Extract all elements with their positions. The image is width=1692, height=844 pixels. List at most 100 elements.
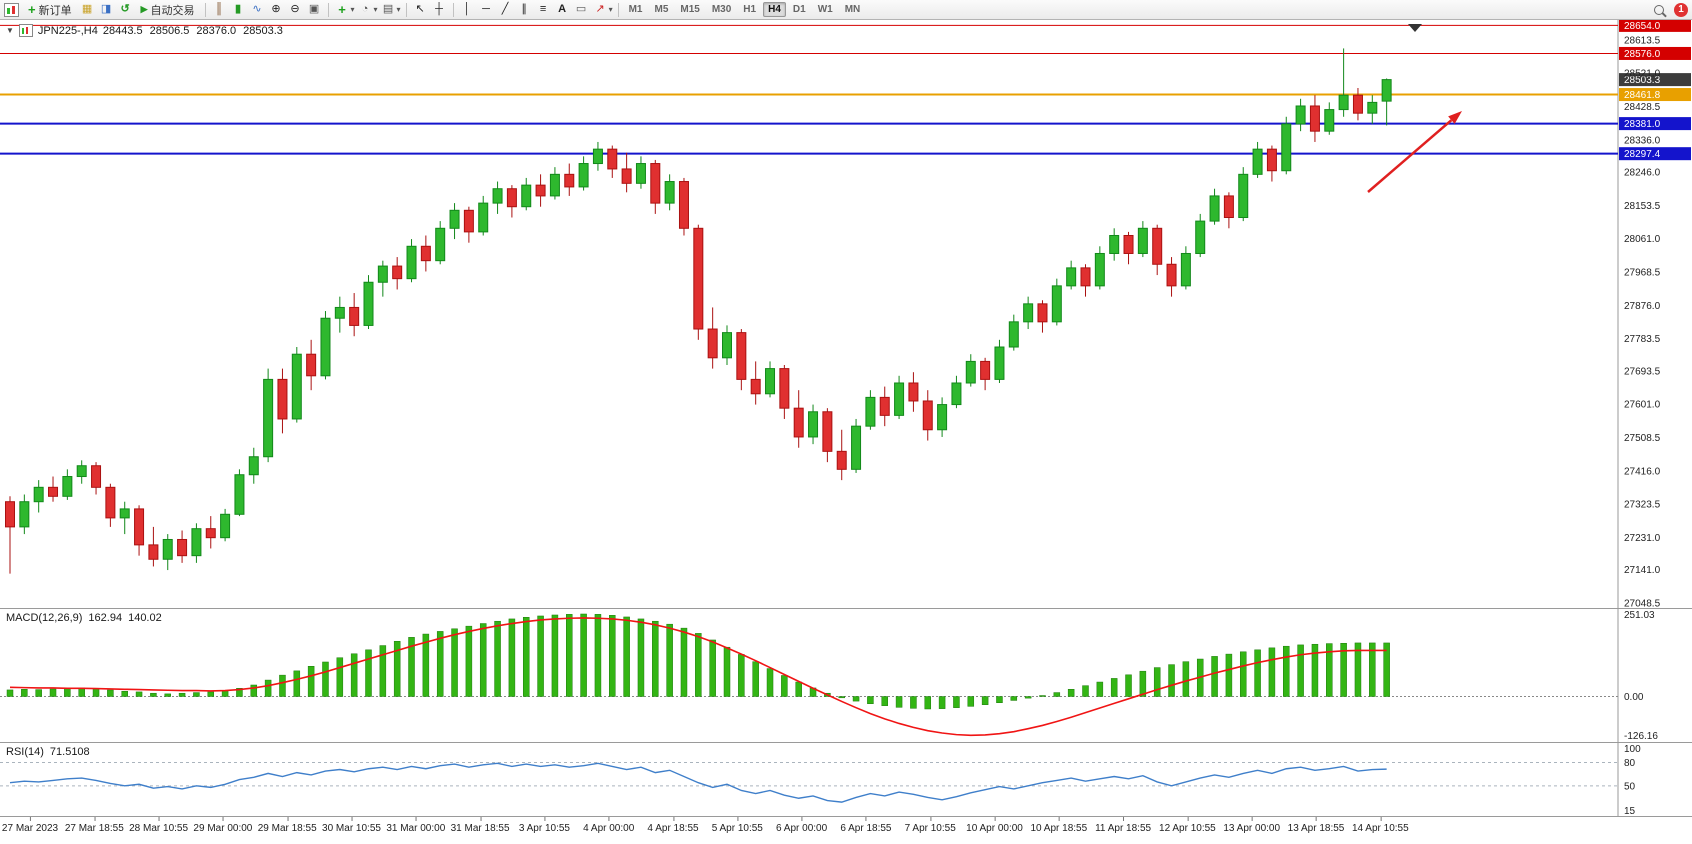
candle-down: [506, 188, 517, 208]
candlestick-chart-icon[interactable]: ▮: [234, 3, 242, 15]
macd-histogram-bar: [981, 696, 989, 705]
macd-histogram-bar: [1125, 674, 1132, 697]
timeframe-h1-button[interactable]: H1: [738, 2, 761, 17]
macd-histogram-bar: [1283, 645, 1290, 697]
candle-down: [48, 486, 59, 497]
macd-scale-label: 251.03: [1624, 610, 1655, 621]
tile-windows-icon[interactable]: ▣: [308, 3, 320, 15]
refresh-icon[interactable]: ↺: [120, 3, 130, 15]
crosshair-icon[interactable]: ┼: [435, 3, 443, 15]
toolbar: + 新订单 ▦ ◨ ↺ ▶ 自动交易 ║ ▮ ∿ ⊕ ⊖ ▣ + ▾ ◔ ▾ ▤…: [0, 0, 1692, 20]
macd-histogram-bar: [479, 623, 487, 697]
macd-histogram-bar: [1211, 656, 1218, 697]
trend-arrow-head[interactable]: [1448, 111, 1462, 124]
macd-histogram-bar: [1297, 644, 1304, 697]
candle-down: [908, 382, 919, 402]
time-tick-label: 31 Mar 18:55: [450, 817, 510, 834]
timeframe-h4-button[interactable]: H4: [763, 2, 786, 17]
cursor-icon[interactable]: ↖: [415, 3, 425, 15]
auto-trading-button[interactable]: ▶ 自动交易: [136, 1, 200, 18]
line-chart-icon[interactable]: ∿: [252, 3, 262, 15]
timeframe-m5-button[interactable]: M5: [649, 2, 673, 17]
new-order-button[interactable]: + 新订单: [23, 1, 77, 18]
macd-histogram-bar: [1110, 678, 1118, 697]
timeframe-m30-button[interactable]: M30: [707, 2, 736, 17]
trendline-tool-icon[interactable]: ╱: [501, 3, 509, 15]
macd-histogram-bar: [264, 679, 272, 697]
time-tick-label: 4 Apr 00:00: [583, 817, 635, 834]
search-icon[interactable]: [1654, 4, 1664, 15]
timeframe-m1-button[interactable]: M1: [624, 2, 648, 17]
time-tick-label: 7 Apr 10:55: [904, 817, 956, 834]
zoom-out-icon[interactable]: ⊖: [290, 3, 300, 15]
indicators-icon[interactable]: +: [338, 2, 346, 17]
text-label-tool-icon[interactable]: ▭: [575, 3, 587, 15]
macd-histogram-bar: [566, 614, 573, 697]
candle-down: [750, 378, 761, 395]
chevron-down-icon[interactable]: ▾: [608, 5, 613, 14]
rsi-scale-label: 100: [1624, 744, 1641, 755]
macd-histogram-bar: [1268, 647, 1276, 697]
rsi-panel[interactable]: RSI(14) 71.5108 100 80 50 15: [0, 742, 1692, 816]
main-chart-canvas[interactable]: 28654.0 28576.0 28503.3 28461.8 28381.0 28297…: [0, 20, 1692, 608]
price-badge: [1619, 147, 1691, 161]
chart-shift-marker[interactable]: [1408, 24, 1422, 32]
horizontal-line-tool-icon[interactable]: ─: [482, 3, 490, 15]
candle-up: [578, 163, 589, 188]
rsi-canvas[interactable]: 100 80 50 15: [0, 743, 1692, 816]
macd-panel[interactable]: MACD(12,26,9) 162.94 140.02 251.03 0.00 -1…: [0, 608, 1692, 742]
channel-tool-icon[interactable]: ∥: [521, 3, 527, 15]
macd-histogram-bar: [695, 633, 702, 697]
macd-histogram-bar: [795, 681, 802, 697]
macd-histogram-bar: [64, 688, 71, 697]
timeframe-m15-button[interactable]: M15: [675, 2, 704, 17]
toolbar-separator: [617, 2, 619, 17]
time-axis[interactable]: 27 Mar 2023 27 Mar 18:55 28 Mar 10:55 29 Ma…: [0, 816, 1692, 844]
macd-histogram-bar: [49, 688, 57, 697]
toolbar-separator: [327, 2, 329, 17]
macd-histogram-bar: [307, 666, 315, 697]
fibonacci-tool-icon[interactable]: ≡: [539, 3, 547, 15]
price-badge-text: 28503.3: [1624, 75, 1661, 86]
candle-up: [521, 184, 532, 208]
price-badge-text: 28381.0: [1624, 119, 1661, 130]
candle-down: [1080, 267, 1091, 287]
chevron-down-icon[interactable]: ▾: [350, 5, 355, 14]
zoom-in-icon[interactable]: ⊕: [271, 3, 281, 15]
candle-up: [1338, 94, 1349, 111]
ohlc-low: 28376.0: [196, 24, 237, 37]
macd-histogram-bar: [723, 646, 731, 697]
arrows-tool-icon[interactable]: ↗: [595, 3, 605, 15]
market-watch-icon[interactable]: ◨: [100, 3, 112, 15]
text-tool-icon[interactable]: A: [558, 3, 567, 15]
notification-badge[interactable]: 1: [1674, 2, 1688, 17]
candle-down: [564, 173, 575, 188]
timeframe-mn-button[interactable]: MN: [840, 2, 866, 17]
chevron-down-icon[interactable]: ▾: [396, 5, 401, 14]
templates-icon[interactable]: ▤: [382, 3, 394, 15]
chevron-down-icon[interactable]: ▾: [373, 5, 378, 14]
macd-canvas[interactable]: 251.03 0.00 -126.16: [0, 609, 1692, 742]
toolbar-separator: [452, 2, 454, 17]
macd-histogram-bar: [637, 618, 645, 697]
candle-up: [1281, 123, 1292, 172]
bar-chart-icon[interactable]: ║: [215, 3, 223, 15]
candle-up: [1008, 321, 1019, 348]
macd-histogram-bar: [1225, 653, 1233, 697]
candle-down: [91, 465, 102, 488]
macd-scale-label: 0.00: [1624, 692, 1644, 703]
periods-clock-icon[interactable]: ◔: [361, 3, 369, 15]
candle-down: [879, 396, 890, 416]
timeframe-d1-button[interactable]: D1: [788, 2, 811, 17]
macd-histogram-bar: [594, 614, 602, 697]
collapse-icon[interactable]: ▼: [6, 26, 14, 35]
time-tick-label: 10 Apr 00:00: [966, 817, 1023, 834]
macd-histogram-bar: [752, 661, 759, 697]
macd-histogram-bar: [967, 696, 975, 707]
candle-down: [306, 353, 317, 377]
trend-arrow-annotation[interactable]: [1367, 119, 1453, 193]
main-chart-panel[interactable]: ▼ JPN225-,H4 28443.5 28506.5 28376.0 285…: [0, 20, 1692, 608]
timeframe-w1-button[interactable]: W1: [813, 2, 838, 17]
charts-grid-icon[interactable]: ▦: [81, 3, 93, 15]
vertical-line-tool-icon[interactable]: │: [463, 3, 471, 15]
